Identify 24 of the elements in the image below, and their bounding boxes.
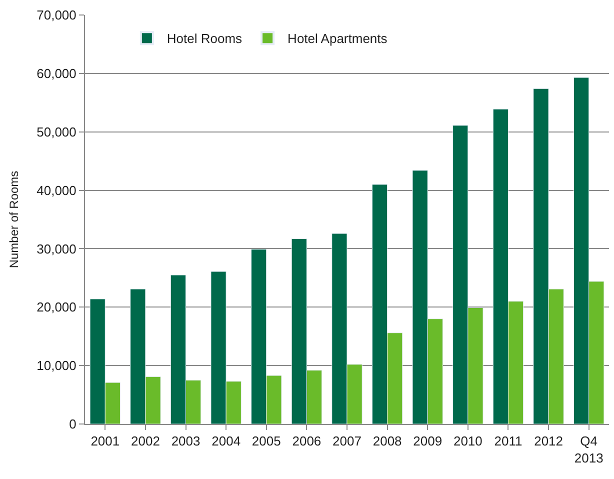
x-tick-label: 2002 bbox=[131, 434, 160, 449]
x-tick-label: 2011 bbox=[494, 434, 522, 449]
x-tick-label: 2010 bbox=[453, 434, 482, 449]
x-tick-label: 2009 bbox=[413, 434, 442, 449]
x-tick-label: Q4 2013 bbox=[574, 434, 604, 466]
x-tick-label: 2012 bbox=[534, 434, 563, 449]
x-tick-label: 2007 bbox=[332, 434, 362, 449]
y-tick-label: 10,000 bbox=[36, 358, 76, 374]
y-tick-label: 0 bbox=[69, 416, 76, 432]
legend-label: Hotel Rooms bbox=[166, 31, 243, 46]
y-tick-label: 60,000 bbox=[36, 66, 76, 81]
x-tick-label: 2003 bbox=[171, 434, 200, 449]
y-tick-label: 50,000 bbox=[36, 124, 76, 140]
y-tick-label: 30,000 bbox=[36, 241, 76, 256]
y-tick-label: 70,000 bbox=[36, 8, 76, 23]
legend-label: Hotel Apartments bbox=[288, 31, 388, 46]
x-tick-label: 2001 bbox=[90, 434, 120, 449]
y-axis-title: Number of Rooms bbox=[6, 170, 21, 268]
y-tick-label: 20,000 bbox=[36, 300, 76, 315]
y-tick-label: 40,000 bbox=[36, 182, 76, 198]
x-tick-label: 2005 bbox=[252, 434, 281, 449]
x-tick-label: 2006 bbox=[292, 434, 322, 449]
x-tick-label: 2004 bbox=[212, 434, 241, 449]
x-tick-label: 2008 bbox=[372, 434, 402, 449]
